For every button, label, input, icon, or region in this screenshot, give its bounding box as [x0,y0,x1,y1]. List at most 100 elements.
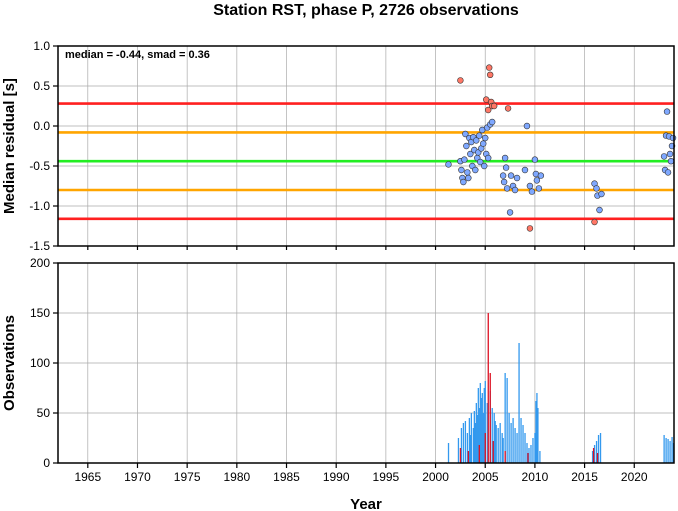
observation-bar [667,439,669,463]
scatter-point [490,102,498,110]
bottom-gridlines [58,262,674,464]
observation-bar [530,445,532,463]
x-tick-label: 2010 [522,470,549,484]
x-tick-label: 1980 [223,470,250,484]
top-y-tick-label: -1.0 [29,199,50,213]
scatter-point [598,190,605,198]
observation-bar [504,451,506,463]
scatter-point [501,154,509,162]
scatter-point [485,154,492,162]
scatter-point [482,134,489,142]
scatter-point [591,218,598,226]
observation-bar [669,441,671,463]
observation-bar [508,413,510,463]
scatter-point [460,178,467,186]
observation-bar [493,413,495,463]
observation-bar [595,441,598,463]
observation-bar [512,418,514,463]
scatter-point [513,174,521,182]
scatter-point [458,166,465,174]
scatter-point [537,172,545,179]
scatter-point [531,156,539,163]
scatter-point [667,158,675,165]
scatter-point [485,106,492,114]
observation-bar [539,451,541,463]
observation-bar [475,403,477,463]
scatter-point [596,206,603,214]
observation-bar [477,388,479,463]
observation-bar [473,411,475,463]
scatter-point [666,150,674,158]
bottom-y-tick-label: 200 [30,256,50,270]
x-tick-label: 1985 [273,470,300,484]
top-gridlines [58,45,674,247]
top-scatter-points [445,64,677,232]
scatter-point [486,64,493,71]
bottom-y-axis-label: Observations [1,315,18,411]
observation-bar [510,423,512,463]
observation-bar [470,413,473,463]
scatter-point [486,71,494,79]
observation-bar [499,423,501,463]
scatter-point [465,174,472,182]
scatter-point [664,169,672,176]
bottom-y-axis-ticks: 0 50 100 150 200 [30,256,58,470]
observation-bar [459,448,462,463]
scatter-point [480,140,487,147]
scatter-point [526,182,534,190]
observation-bar [596,453,599,463]
scatter-point [526,225,534,232]
top-y-tick-label: -0.5 [29,159,50,173]
observation-bar [665,438,667,463]
observation-bar [486,403,488,463]
top-y-tick-label: -1.5 [29,239,50,253]
observation-bar [479,383,481,463]
observation-bar [482,413,484,463]
observation-bar [478,445,480,463]
x-tick-label: 1965 [74,470,101,484]
observation-bar [481,393,483,463]
observation-bar [469,435,472,463]
observation-bar [460,428,463,463]
observation-bar [495,425,497,463]
observation-bar [597,435,600,463]
x-tick-label: 2020 [621,470,648,484]
observation-bar [497,428,499,463]
scatter-point [663,108,671,115]
observation-bar [536,393,538,463]
observation-bar [472,428,475,463]
scatter-point [467,150,474,158]
scatter-point [461,156,468,163]
scatter-point [500,178,508,186]
scatter-point [523,122,531,130]
observation-bar [474,423,476,463]
scatter-point [457,77,464,84]
top-y-axis-label: Median residual [s] [1,78,18,214]
observation-bar [466,433,469,463]
observation-bar [502,438,504,463]
top-panel-frame [57,45,675,247]
observation-bar [484,381,486,463]
scatter-point [445,161,452,168]
observation-bar [535,401,537,463]
scatter-point [464,169,471,176]
top-y-tick-label: 1.0 [33,39,50,53]
observation-bar [483,388,485,463]
observation-bar [518,343,520,463]
scatter-point [521,166,529,174]
scatter-point [506,209,514,216]
observation-bar [487,313,489,463]
bottom-y-tick-label: 100 [30,356,50,370]
scatter-point [511,186,519,194]
observation-bar [467,451,470,463]
scatter-point [499,172,507,179]
top-reference-lines [58,102,674,221]
observation-bar [593,445,596,463]
bottom-x-axis-ticks: 1965 1970 1975 1980 1985 1990 1995 2000 2005 2010… [74,246,648,484]
scatter-point [593,185,600,192]
scatter-point [503,185,511,192]
observation-bar [516,433,518,463]
observation-bar [457,438,460,463]
x-tick-label: 1995 [373,470,400,484]
